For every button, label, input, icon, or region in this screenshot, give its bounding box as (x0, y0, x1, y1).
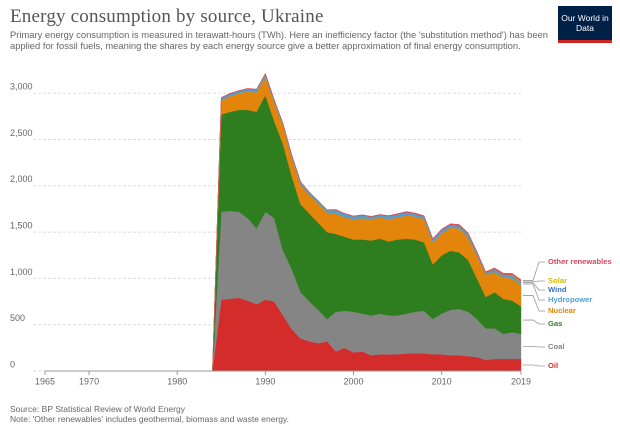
x-tick-label: 1970 (79, 376, 99, 386)
chart-subtitle: Primary energy consumption is measured i… (10, 29, 549, 51)
x-tick-label: 1965 (35, 376, 55, 386)
y-tick-label: 2,000 (10, 174, 33, 184)
leader-line (523, 319, 545, 325)
note: Note: 'Other renewables' includes geothe… (10, 414, 290, 424)
area (45, 72, 522, 372)
leader-line (523, 283, 545, 301)
leader-line (523, 280, 545, 283)
legend-label: Gas (548, 319, 562, 328)
y-tick-label: 3,000 (10, 82, 33, 92)
y-tick-label: 0 (10, 359, 15, 369)
y-tick-label: 1,000 (10, 267, 33, 277)
x-tick-label: 2019 (511, 376, 531, 386)
logo: Our World in Data (558, 6, 612, 43)
leader-line (523, 346, 545, 348)
legend-label: Other renewables (548, 257, 612, 266)
leader-line (523, 282, 545, 291)
leader-line (523, 261, 545, 281)
legend-label: Hydropower (548, 295, 592, 304)
legend-label: Wind (548, 285, 567, 294)
x-tick-label: 2000 (344, 376, 364, 386)
legend-label: Solar (548, 276, 567, 285)
x-tick-label: 1990 (255, 376, 275, 386)
legend-label: Coal (548, 342, 564, 351)
x-tick-label: 2010 (432, 376, 452, 386)
y-tick-label: 500 (10, 313, 25, 323)
y-tick-label: 1,500 (10, 221, 33, 231)
legend-label: Nuclear (548, 306, 576, 315)
x-tick-label: 1980 (167, 376, 187, 386)
legend-label: Oil (548, 361, 558, 370)
y-tick-label: 2,500 (10, 128, 33, 138)
source: Source: BP Statistical Review of World E… (10, 404, 185, 414)
chart-title: Energy consumption by source, Ukraine (10, 6, 324, 27)
leader-line (523, 364, 545, 367)
leader-line (523, 295, 545, 312)
footer: Source: BP Statistical Review of World E… (10, 404, 289, 424)
